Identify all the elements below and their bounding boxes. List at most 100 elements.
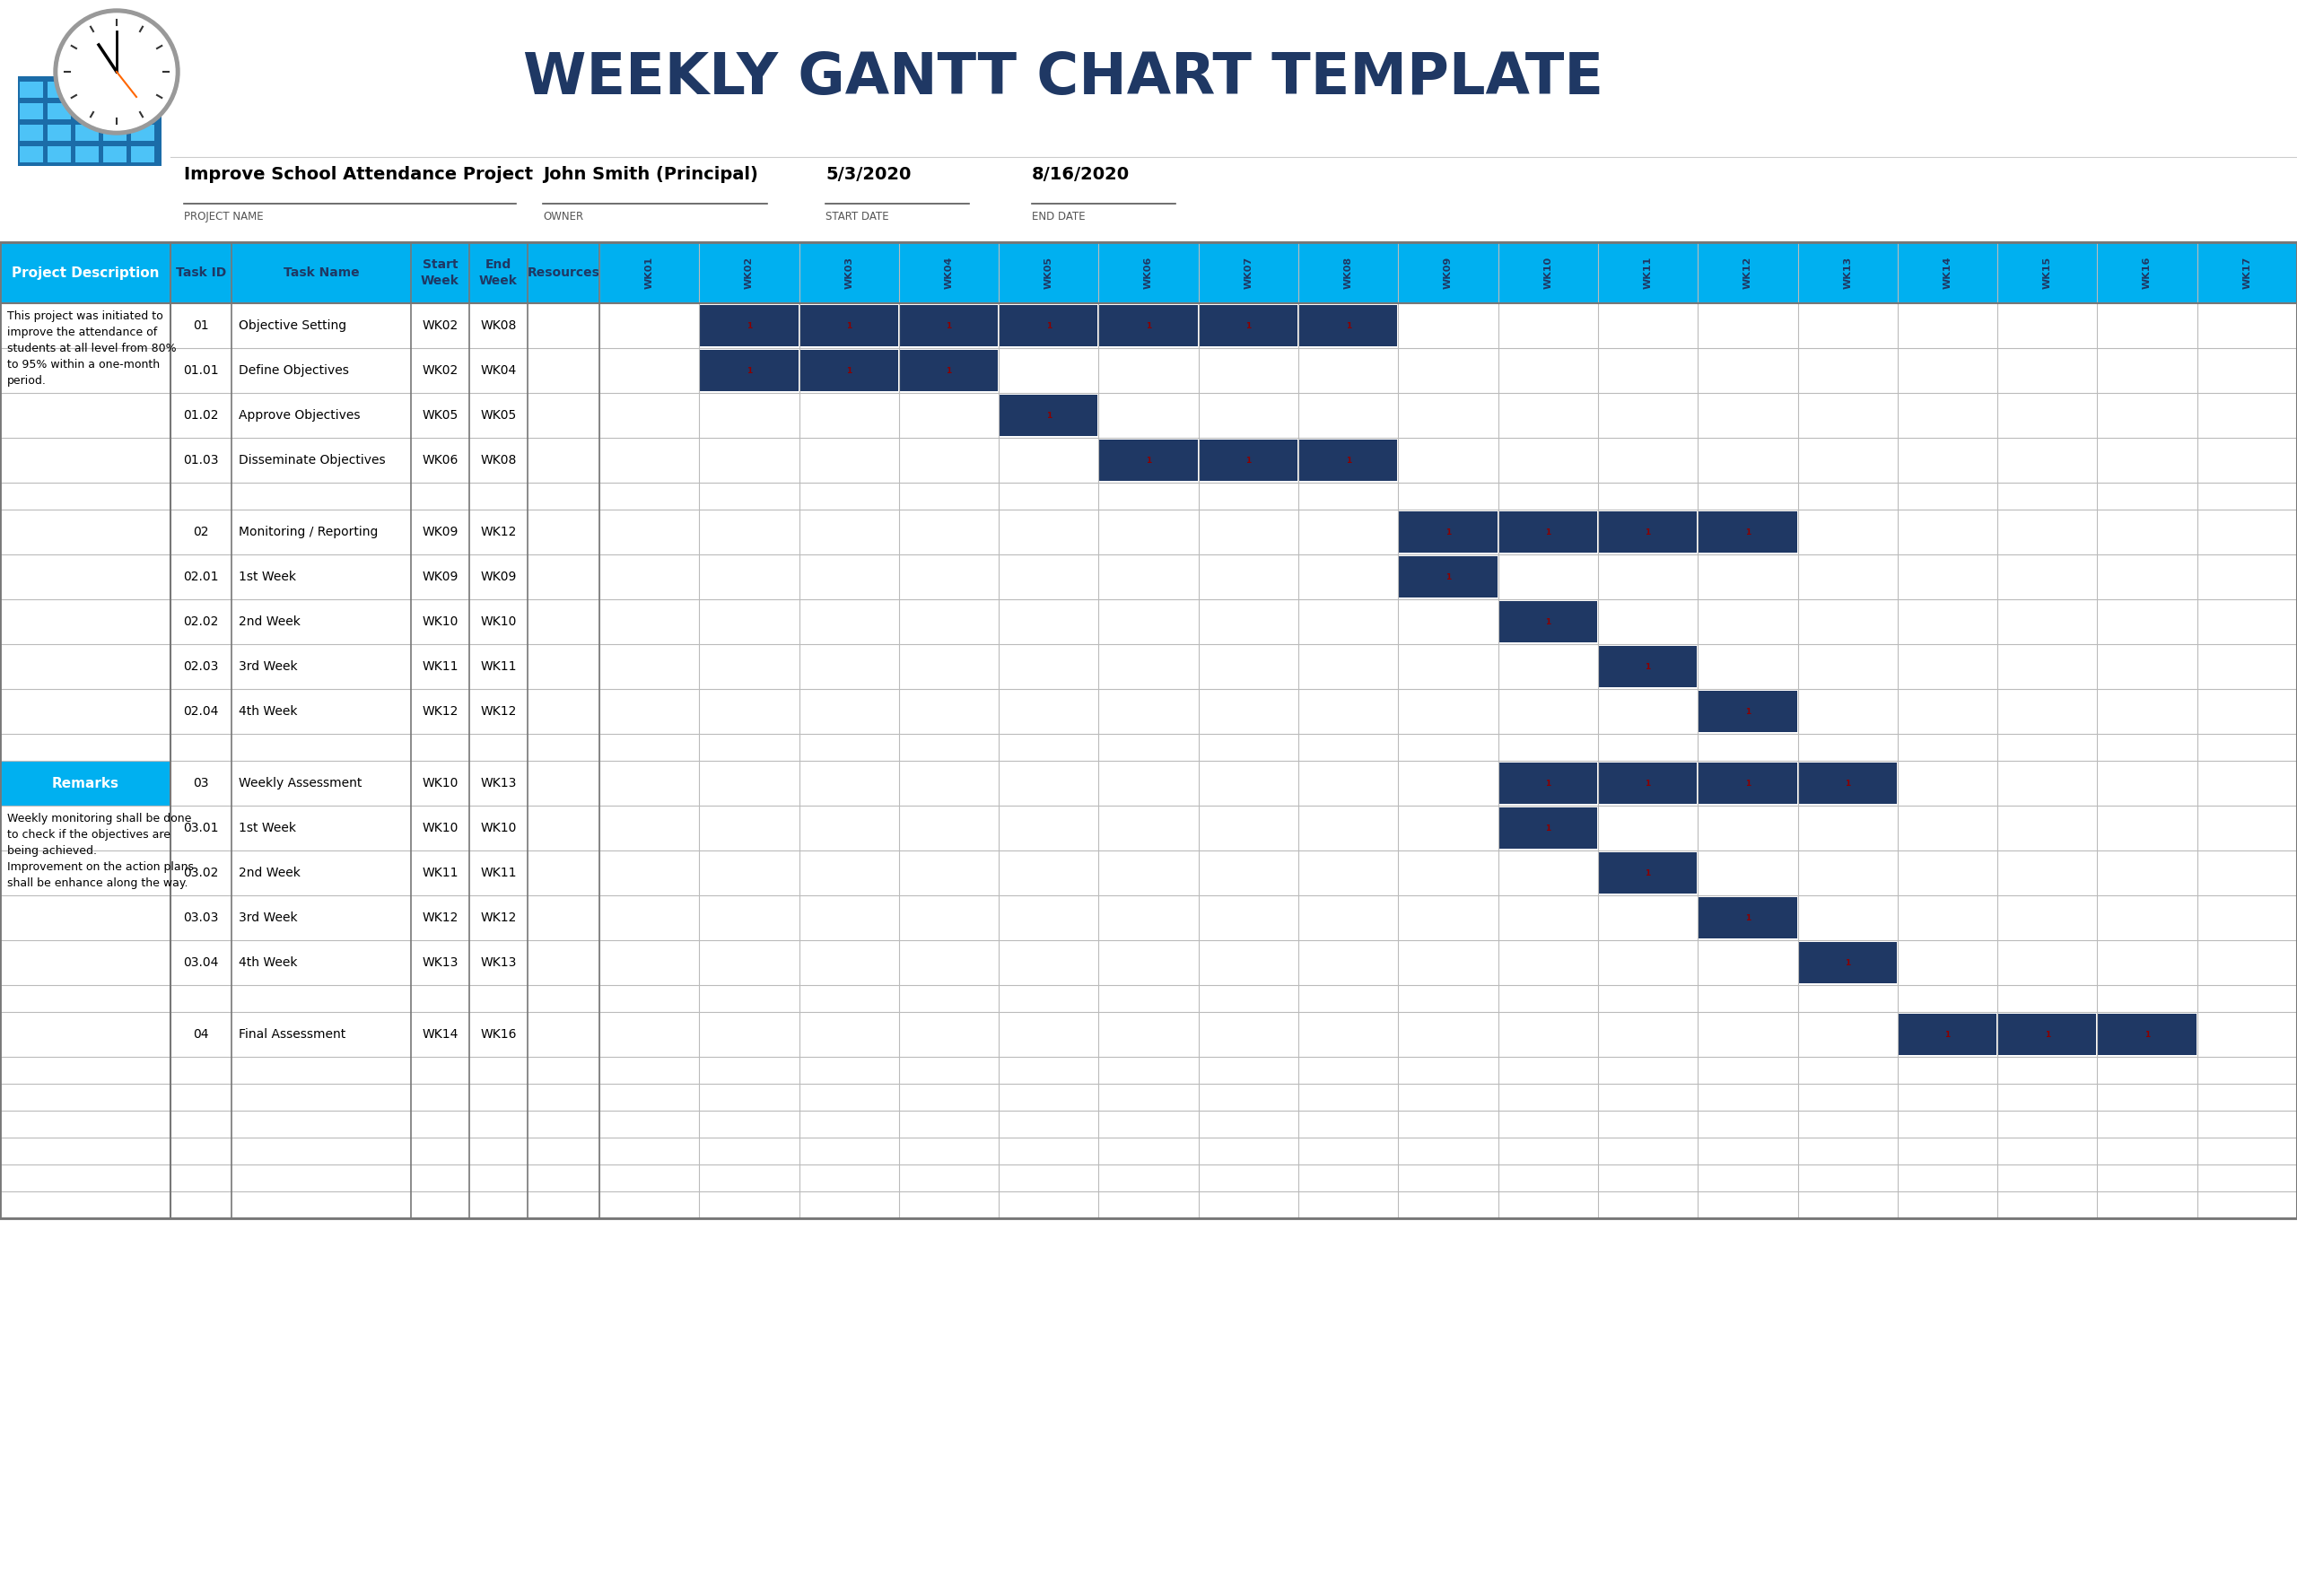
FancyBboxPatch shape xyxy=(1500,808,1596,849)
Text: Task ID: Task ID xyxy=(177,267,225,279)
FancyBboxPatch shape xyxy=(1100,439,1197,480)
Text: 1: 1 xyxy=(1746,779,1750,787)
FancyBboxPatch shape xyxy=(0,348,2297,393)
FancyBboxPatch shape xyxy=(48,104,71,120)
FancyBboxPatch shape xyxy=(0,393,2297,437)
Text: 01.01: 01.01 xyxy=(184,364,218,377)
Text: WK05: WK05 xyxy=(423,409,457,421)
Text: 1: 1 xyxy=(1645,528,1652,536)
Text: WK10: WK10 xyxy=(480,822,517,835)
Text: WEEKLY GANTT CHART TEMPLATE: WEEKLY GANTT CHART TEMPLATE xyxy=(524,51,1603,107)
Text: 1: 1 xyxy=(1546,779,1550,787)
Text: 1: 1 xyxy=(1746,707,1750,715)
Text: Weekly monitoring shall be done
to check if the objectives are
being achieved.
I: Weekly monitoring shall be done to check… xyxy=(7,812,193,889)
Text: Approve Objectives: Approve Objectives xyxy=(239,409,361,421)
Text: 1: 1 xyxy=(2145,1031,2150,1039)
FancyBboxPatch shape xyxy=(1599,763,1697,804)
Text: 1: 1 xyxy=(1346,322,1351,330)
Text: 1: 1 xyxy=(1746,528,1750,536)
Text: WK10: WK10 xyxy=(423,777,457,790)
Text: WK07: WK07 xyxy=(1245,257,1252,289)
Text: Task Name: Task Name xyxy=(283,267,358,279)
Text: 01.03: 01.03 xyxy=(184,453,218,466)
FancyBboxPatch shape xyxy=(48,81,71,97)
FancyBboxPatch shape xyxy=(0,761,2297,806)
FancyBboxPatch shape xyxy=(701,350,797,391)
Text: WK08: WK08 xyxy=(480,453,517,466)
FancyBboxPatch shape xyxy=(799,350,898,391)
Text: 1: 1 xyxy=(747,322,751,330)
Text: WK17: WK17 xyxy=(2242,257,2251,289)
Text: John Smith (Principal): John Smith (Principal) xyxy=(542,166,758,184)
Text: WK14: WK14 xyxy=(423,1028,457,1041)
Text: 1: 1 xyxy=(1746,915,1750,922)
Text: WK06: WK06 xyxy=(1144,257,1153,289)
Text: 04: 04 xyxy=(193,1028,209,1041)
FancyBboxPatch shape xyxy=(0,437,2297,482)
Text: OWNER: OWNER xyxy=(542,211,583,222)
FancyBboxPatch shape xyxy=(0,303,2297,348)
FancyBboxPatch shape xyxy=(1700,897,1796,938)
Text: 4th Week: 4th Week xyxy=(239,705,296,718)
Text: 1: 1 xyxy=(1346,456,1351,464)
Text: WK11: WK11 xyxy=(423,661,459,674)
FancyBboxPatch shape xyxy=(103,147,126,163)
Text: WK08: WK08 xyxy=(480,319,517,332)
FancyBboxPatch shape xyxy=(21,124,44,140)
Text: 03: 03 xyxy=(193,777,209,790)
Text: WK04: WK04 xyxy=(480,364,517,377)
Text: 1: 1 xyxy=(1146,456,1151,464)
FancyBboxPatch shape xyxy=(1300,439,1397,480)
Text: WK09: WK09 xyxy=(1445,257,1452,289)
FancyBboxPatch shape xyxy=(0,509,2297,554)
FancyBboxPatch shape xyxy=(1599,646,1697,688)
Text: 1: 1 xyxy=(747,367,751,375)
FancyBboxPatch shape xyxy=(1998,1013,2097,1055)
Text: End
Week: End Week xyxy=(480,259,517,287)
Text: Weekly Assessment: Weekly Assessment xyxy=(239,777,363,790)
Text: 3rd Week: 3rd Week xyxy=(239,661,299,674)
Text: Objective Setting: Objective Setting xyxy=(239,319,347,332)
Text: WK04: WK04 xyxy=(944,257,953,289)
Text: WK11: WK11 xyxy=(1642,257,1652,289)
FancyBboxPatch shape xyxy=(0,1111,2297,1138)
FancyBboxPatch shape xyxy=(0,1138,2297,1165)
Text: WK10: WK10 xyxy=(423,822,457,835)
Text: 1st Week: 1st Week xyxy=(239,822,296,835)
Text: WK10: WK10 xyxy=(480,616,517,627)
Text: 02: 02 xyxy=(193,525,209,538)
Text: WK12: WK12 xyxy=(480,705,517,718)
FancyBboxPatch shape xyxy=(0,1165,2297,1191)
Text: WK13: WK13 xyxy=(480,777,517,790)
Text: WK09: WK09 xyxy=(423,571,457,583)
Text: 4th Week: 4th Week xyxy=(239,956,296,969)
Text: 2nd Week: 2nd Week xyxy=(239,867,301,879)
Text: PROJECT NAME: PROJECT NAME xyxy=(184,211,264,222)
FancyBboxPatch shape xyxy=(0,851,2297,895)
FancyBboxPatch shape xyxy=(0,554,2297,598)
FancyBboxPatch shape xyxy=(131,81,154,97)
FancyBboxPatch shape xyxy=(1700,691,1796,733)
FancyBboxPatch shape xyxy=(48,147,71,163)
Text: WK10: WK10 xyxy=(1544,257,1553,289)
Text: 1: 1 xyxy=(1045,322,1052,330)
Text: WK10: WK10 xyxy=(423,616,457,627)
Text: WK05: WK05 xyxy=(1045,257,1054,289)
Circle shape xyxy=(53,10,179,134)
Text: 1: 1 xyxy=(1645,868,1652,876)
Text: WK09: WK09 xyxy=(480,571,517,583)
Text: WK12: WK12 xyxy=(480,911,517,924)
FancyBboxPatch shape xyxy=(701,305,797,346)
FancyBboxPatch shape xyxy=(76,147,99,163)
Text: 03.02: 03.02 xyxy=(184,867,218,879)
FancyBboxPatch shape xyxy=(0,598,2297,645)
Text: WK11: WK11 xyxy=(480,661,517,674)
Text: WK02: WK02 xyxy=(423,364,457,377)
FancyBboxPatch shape xyxy=(0,761,170,806)
Text: 01.02: 01.02 xyxy=(184,409,218,421)
Text: 1: 1 xyxy=(845,367,852,375)
Text: 1: 1 xyxy=(946,322,951,330)
Text: 1: 1 xyxy=(1245,322,1252,330)
FancyBboxPatch shape xyxy=(21,104,44,120)
FancyBboxPatch shape xyxy=(900,350,997,391)
